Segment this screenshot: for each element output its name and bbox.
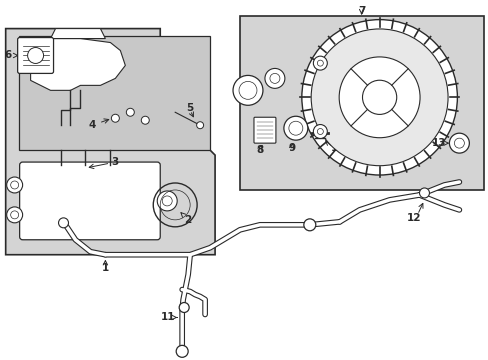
Circle shape (111, 114, 119, 122)
Circle shape (239, 81, 256, 99)
FancyBboxPatch shape (20, 162, 160, 240)
Text: 3: 3 (112, 157, 119, 167)
Circle shape (7, 207, 22, 223)
Circle shape (141, 116, 149, 124)
Circle shape (176, 345, 188, 357)
Text: 10: 10 (330, 143, 344, 153)
Polygon shape (6, 28, 215, 255)
Text: 9: 9 (288, 143, 295, 153)
Circle shape (233, 75, 263, 105)
Circle shape (157, 191, 177, 211)
Text: 4: 4 (88, 119, 108, 130)
Text: 1: 1 (102, 263, 109, 273)
Circle shape (59, 218, 68, 228)
Text: 11: 11 (161, 312, 175, 323)
Circle shape (339, 57, 419, 138)
Circle shape (27, 48, 43, 63)
Circle shape (448, 133, 468, 153)
Circle shape (126, 108, 134, 116)
Circle shape (419, 188, 428, 198)
Text: 6: 6 (4, 50, 18, 60)
Circle shape (162, 196, 172, 206)
Text: 13: 13 (431, 138, 446, 148)
Circle shape (196, 122, 203, 129)
Text: 8: 8 (256, 145, 263, 155)
Circle shape (7, 177, 22, 193)
Circle shape (362, 80, 396, 114)
Circle shape (310, 29, 447, 166)
Circle shape (11, 181, 19, 189)
Circle shape (269, 73, 279, 84)
Circle shape (313, 56, 326, 70)
Circle shape (317, 60, 323, 66)
Text: 5: 5 (186, 103, 193, 113)
Circle shape (453, 138, 464, 148)
Text: 2: 2 (181, 213, 191, 225)
Text: 12: 12 (407, 213, 421, 223)
FancyBboxPatch shape (253, 117, 275, 143)
Circle shape (264, 68, 285, 88)
Polygon shape (31, 39, 125, 90)
Polygon shape (19, 36, 210, 150)
Circle shape (11, 211, 19, 219)
Circle shape (179, 302, 189, 312)
Circle shape (284, 116, 307, 140)
Bar (240, 15, 483, 190)
Text: 7: 7 (357, 6, 365, 15)
Circle shape (313, 125, 326, 139)
Polygon shape (50, 28, 105, 39)
Circle shape (317, 129, 323, 135)
FancyBboxPatch shape (18, 37, 53, 73)
Circle shape (301, 20, 456, 175)
Circle shape (288, 121, 302, 135)
Circle shape (303, 219, 315, 231)
